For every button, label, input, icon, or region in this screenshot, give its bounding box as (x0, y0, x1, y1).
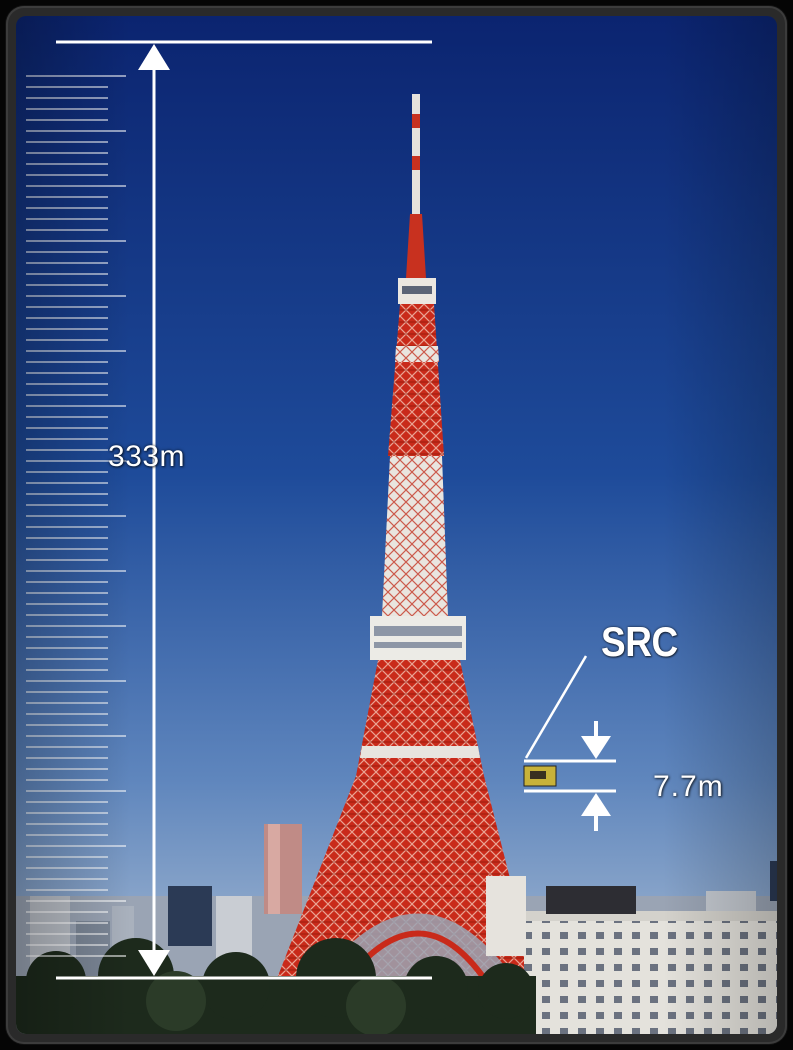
photo-frame: 333m SRC 7.7m (6, 6, 787, 1044)
tokyo-tower-photo: 333m SRC 7.7m (16, 16, 777, 1034)
photo-scene (16, 16, 777, 1034)
src-marker (523, 655, 616, 793)
src-name-label: SRC (601, 618, 678, 665)
height-arrow-icon (56, 40, 432, 980)
src-size-arrows-icon (581, 721, 611, 831)
src-size-label: 7.7m (653, 770, 724, 803)
tower-height-label: 333m (108, 440, 186, 473)
